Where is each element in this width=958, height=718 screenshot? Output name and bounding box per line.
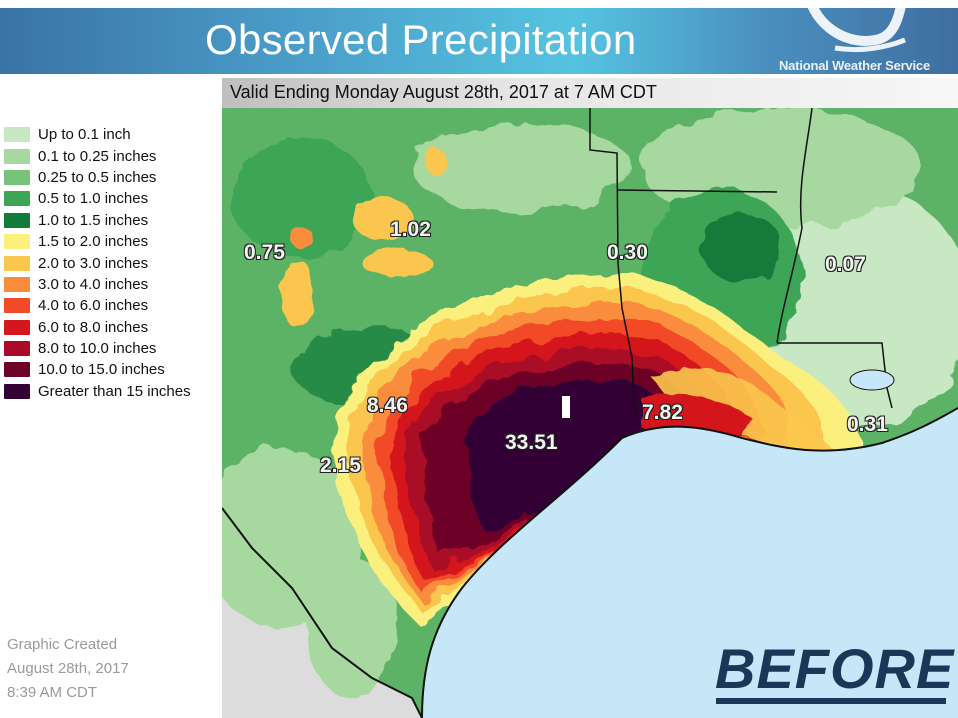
before-label: BEFORE [715, 637, 955, 700]
created-time: 8:39 AM CDT [7, 684, 98, 701]
legend-item: Up to 0.1 inch [4, 124, 191, 145]
legend-item: 0.25 to 0.5 inches [4, 167, 191, 188]
legend-swatch [4, 169, 30, 185]
legend-item: 10.0 to 15.0 inches [4, 359, 191, 380]
precipitation-map: 0.75 1.02 0.30 0.07 8.46 33.51 7.82 0.31 2.15 [222, 108, 958, 718]
legend-item: 3.0 to 4.0 inches [4, 274, 191, 295]
legend-item: 1.5 to 2.0 inches [4, 231, 191, 252]
legend-swatch [4, 319, 30, 335]
legend-item: 1.0 to 1.5 inches [4, 210, 191, 231]
rainfall-value-label: 1.02 [390, 218, 431, 241]
rainfall-value-label: 8.46 [367, 394, 408, 417]
legend-label: 1.0 to 1.5 inches [38, 211, 149, 229]
graphic-created-info: Graphic Created August 28th, 2017 8:39 A… [7, 633, 129, 705]
map-graphic [222, 108, 958, 718]
legend-item: Greater than 15 inches [4, 381, 191, 402]
legend-swatch [4, 362, 30, 378]
valid-time-bar: Valid Ending Monday August 28th, 2017 at… [222, 78, 958, 108]
legend-swatch [4, 148, 30, 164]
rainfall-value-label: 0.31 [847, 413, 888, 436]
created-date: August 28th, 2017 [7, 660, 129, 677]
legend-label: 0.5 to 1.0 inches [38, 190, 149, 208]
rainfall-value-label: 0.75 [244, 241, 285, 264]
legend-item: 4.0 to 6.0 inches [4, 295, 191, 316]
legend-swatch [4, 234, 30, 250]
legend-swatch [4, 341, 30, 357]
legend-label: 8.0 to 10.0 inches [38, 340, 157, 358]
legend-swatch [4, 276, 30, 292]
legend-item: 0.1 to 0.25 inches [4, 145, 191, 166]
legend-item: 6.0 to 8.0 inches [4, 317, 191, 338]
header-banner: Observed Precipitation National Weather … [0, 0, 958, 74]
rainfall-value-label: 0.30 [607, 241, 648, 264]
legend-item: 0.5 to 1.0 inches [4, 188, 191, 209]
page-title: Observed Precipitation [205, 16, 637, 63]
agency-name: National Weather Service [778, 58, 930, 73]
rainfall-value-label: 7.82 [642, 401, 683, 424]
rainfall-value-label: 33.51 [505, 431, 558, 454]
legend-swatch [4, 383, 30, 399]
legend-item: 8.0 to 10.0 inches [4, 338, 191, 359]
legend-label: 10.0 to 15.0 inches [38, 361, 165, 379]
legend-swatch [4, 191, 30, 207]
legend-label: 2.0 to 3.0 inches [38, 254, 149, 272]
legend-swatch [4, 298, 30, 314]
legend-label: 0.25 to 0.5 inches [38, 168, 157, 186]
legend-label: Up to 0.1 inch [38, 126, 131, 144]
rainfall-value-label: 2.15 [320, 454, 361, 477]
legend: Up to 0.1 inch 0.1 to 0.25 inches 0.25 to … [4, 124, 191, 402]
legend-label: 1.5 to 2.0 inches [38, 233, 149, 251]
legend-item: 2.0 to 3.0 inches [4, 252, 191, 273]
legend-label: Greater than 15 inches [38, 382, 191, 400]
legend-label: 6.0 to 8.0 inches [38, 318, 149, 336]
before-underline [716, 698, 946, 704]
created-label: Graphic Created [7, 636, 118, 653]
noaa-nws-logo-icon [805, 0, 907, 53]
legend-label: 4.0 to 6.0 inches [38, 297, 149, 315]
legend-swatch [4, 255, 30, 271]
valid-time-text: Valid Ending Monday August 28th, 2017 at… [230, 82, 657, 102]
legend-label: 0.1 to 0.25 inches [38, 147, 157, 165]
legend-swatch [4, 212, 30, 228]
legend-label: 3.0 to 4.0 inches [38, 275, 149, 293]
legend-swatch [4, 127, 30, 143]
rainfall-value-label: 0.07 [825, 253, 866, 276]
